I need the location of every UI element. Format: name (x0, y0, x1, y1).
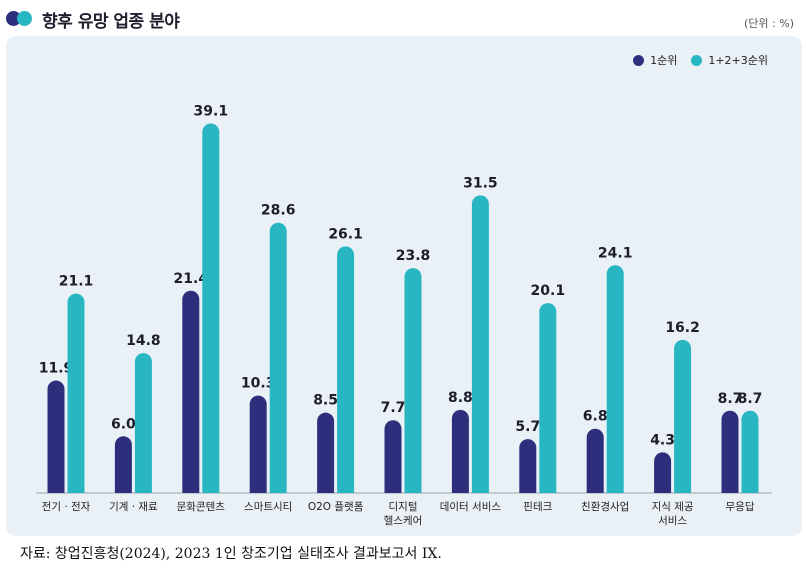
bar-series-1-8 (519, 439, 537, 493)
data-label-series-1-6: 7.7 (381, 400, 406, 416)
bar-series-1-6 (384, 420, 402, 493)
bar-series-2-9 (606, 265, 624, 493)
legend-label-series-2: 1+2+3순위 (708, 54, 768, 67)
bar-series-2-1 (67, 293, 85, 493)
bar-series-2-5 (337, 246, 355, 493)
bar-series-1-5 (317, 412, 335, 493)
bar-series-2-11 (741, 410, 759, 493)
chart-panel: 1순위 1+2+3순위 11.9 21.1 전기 · 전자 6.0 14.8 기계 · 재… (6, 36, 802, 536)
data-label-series-2-9: 24.1 (598, 245, 633, 261)
bar-series-1-2 (114, 436, 132, 493)
category-label-10-line-1: 지식 제공 (652, 501, 694, 513)
bar-series-1-4 (249, 395, 267, 493)
data-label-series-1-8: 5.7 (515, 419, 540, 435)
category-label-6-line-2: 헬스케어 (384, 515, 423, 527)
legend-item-series-1: 1순위 (633, 52, 677, 68)
data-label-series-2-6: 23.8 (396, 248, 431, 264)
data-label-series-2-2: 14.8 (126, 333, 161, 349)
source-note: 자료: 창업진흥청(2024), 2023 1인 창조기업 실태조사 결과보고서… (20, 546, 442, 562)
bar-series-1-9 (586, 428, 604, 493)
bar-series-2-8 (539, 303, 557, 493)
bar-series-2-2 (134, 353, 152, 493)
category-label-8: 핀테크 (523, 501, 552, 513)
chart-legend: 1순위 1+2+3순위 (619, 52, 768, 68)
data-label-series-2-11: 8.7 (738, 391, 763, 407)
bar-series-1-10 (654, 452, 672, 493)
unit-label: (단위 : %) (744, 17, 794, 30)
bar-series-2-10 (674, 339, 692, 493)
category-label-10-line-2: 서비스 (658, 515, 687, 527)
data-label-series-1-10: 4.3 (650, 432, 675, 448)
category-label-6-line-1: 디지털 (389, 501, 418, 513)
data-label-series-2-4: 28.6 (261, 203, 296, 219)
bar-series-2-6 (404, 268, 422, 493)
data-label-series-1-11: 8.7 (718, 391, 743, 407)
teal-dot-icon (17, 11, 32, 26)
category-label-11: 무응답 (726, 501, 755, 513)
category-label-3: 문화콘텐츠 (177, 501, 226, 513)
data-label-series-1-7: 8.8 (448, 390, 473, 406)
data-label-series-2-1: 21.1 (59, 274, 94, 290)
data-label-series-2-5: 26.1 (328, 226, 363, 242)
data-label-series-1-4: 10.3 (241, 376, 276, 392)
category-label-9: 친환경사업 (581, 500, 629, 513)
bar-chart: 11.9 21.1 전기 · 전자 6.0 14.8 기계 · 재료 21.4 39.1 문화콘… (36, 104, 772, 527)
category-label-2: 기계 · 재료 (109, 501, 158, 513)
legend-swatch-navy (633, 54, 645, 66)
category-label-5: O2O 플랫폼 (308, 501, 364, 513)
data-label-series-2-8: 20.1 (531, 283, 566, 299)
data-label-series-2-3: 39.1 (194, 104, 229, 120)
data-label-series-1-2: 6.0 (111, 416, 136, 432)
legend-label-series-1: 1순위 (650, 54, 678, 67)
data-label-series-2-10: 16.2 (665, 320, 700, 336)
category-label-4: 스마트시티 (244, 501, 292, 513)
bar-series-1-11 (721, 410, 739, 493)
legend-item-series-2: 1+2+3순위 (691, 52, 768, 68)
data-label-series-1-3: 21.4 (174, 271, 209, 287)
data-label-series-2-7: 31.5 (463, 175, 498, 191)
data-label-series-1-5: 8.5 (313, 393, 338, 409)
data-label-series-1-9: 6.8 (583, 409, 608, 425)
bar-series-1-3 (182, 290, 200, 493)
bar-series-1-1 (47, 380, 65, 493)
chart-title: 향후 유망 업종 분야 (42, 12, 180, 32)
bar-series-2-3 (202, 123, 220, 493)
category-label-7: 데이터 서비스 (440, 501, 502, 513)
chart-header: 향후 유망 업종 분야 (단위 : %) (6, 6, 800, 32)
bar-series-2-7 (471, 195, 489, 493)
data-label-series-1-1: 11.9 (39, 361, 74, 377)
category-label-1: 전기 · 전자 (42, 501, 91, 513)
bar-series-1-7 (451, 409, 469, 493)
bar-series-2-4 (269, 222, 287, 494)
legend-swatch-teal (691, 54, 703, 66)
